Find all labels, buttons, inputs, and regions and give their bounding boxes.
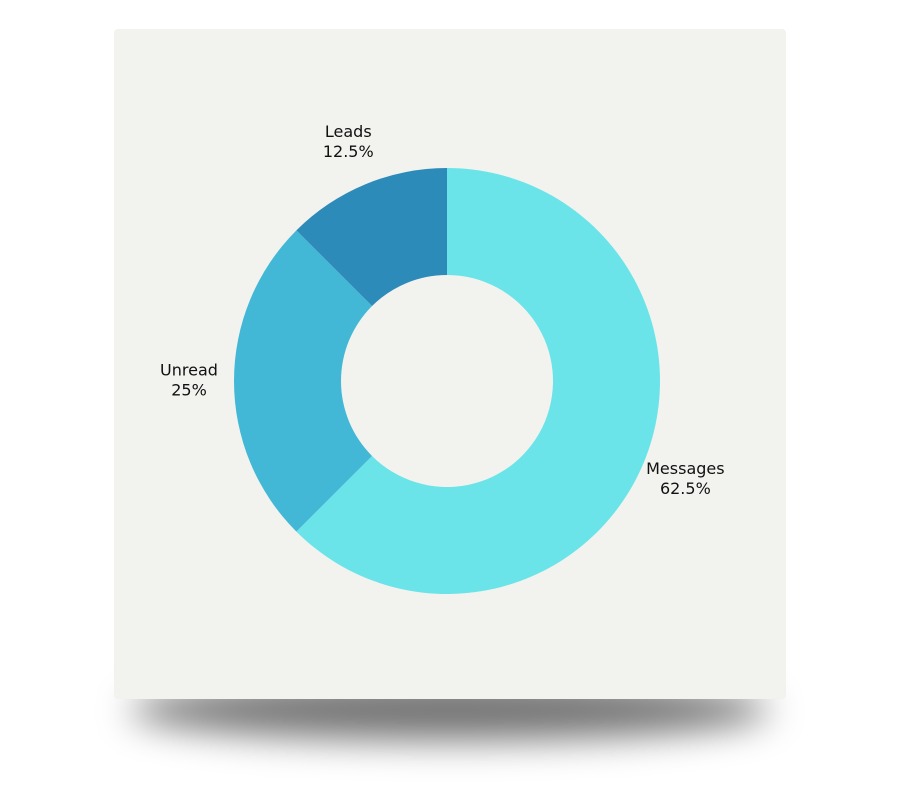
- slice-label: Messages: [646, 459, 724, 478]
- slice-value-label: 12.5%: [323, 142, 374, 161]
- slice-label: Unread: [160, 361, 218, 380]
- donut-slice: [296, 168, 447, 307]
- slice-value-label: 25%: [171, 381, 207, 400]
- slice-label: Leads: [325, 122, 372, 141]
- donut-slice: [296, 168, 660, 594]
- donut-slice: [234, 230, 373, 532]
- slice-value-label: 62.5%: [660, 479, 711, 498]
